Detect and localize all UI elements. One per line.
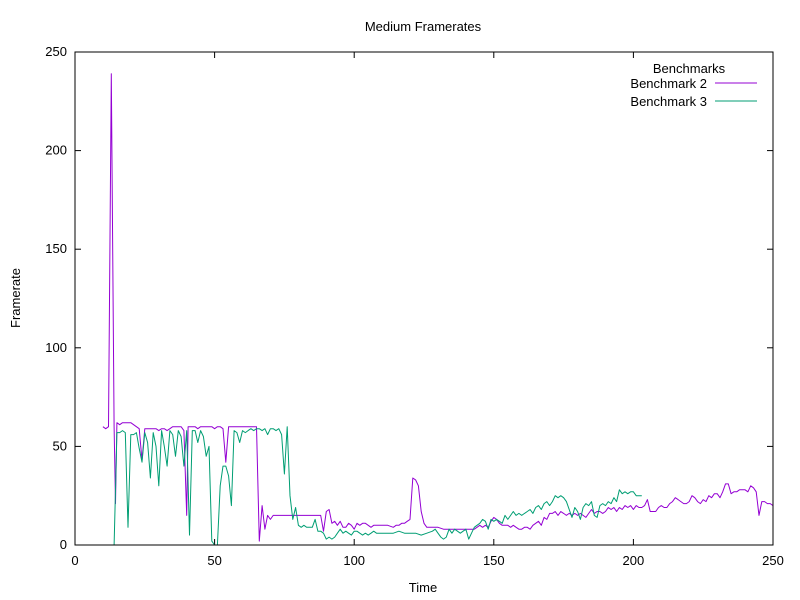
y-tick-label: 250 (45, 44, 67, 59)
y-tick-label: 0 (60, 537, 67, 552)
x-tick-label: 250 (762, 553, 784, 568)
x-tick-label: 150 (483, 553, 505, 568)
y-tick-label: 150 (45, 241, 67, 256)
chart-title: Medium Framerates (365, 19, 482, 34)
y-tick-label: 50 (53, 438, 67, 453)
axis-ticks: 0 50 100 150 200 250 0 50 100 150 200 250 (45, 44, 784, 568)
x-axis-label: Time (409, 580, 437, 595)
series-line-benchmark-3 (113, 426, 642, 546)
x-tick-label: 100 (343, 553, 365, 568)
y-tick-label: 100 (45, 340, 67, 355)
legend-label-benchmark-3: Benchmark 3 (630, 94, 707, 109)
legend: Benchmarks Benchmark 2 Benchmark 3 (630, 61, 757, 109)
x-tick-label: 0 (71, 553, 78, 568)
x-tick-label: 200 (623, 553, 645, 568)
series-layer (102, 73, 774, 546)
y-tick-label: 200 (45, 143, 67, 158)
plot-border (74, 51, 774, 546)
legend-title: Benchmarks (653, 61, 726, 76)
legend-label-benchmark-2: Benchmark 2 (630, 76, 707, 91)
x-tick-label: 50 (207, 553, 221, 568)
y-axis-label: Framerate (8, 268, 23, 328)
